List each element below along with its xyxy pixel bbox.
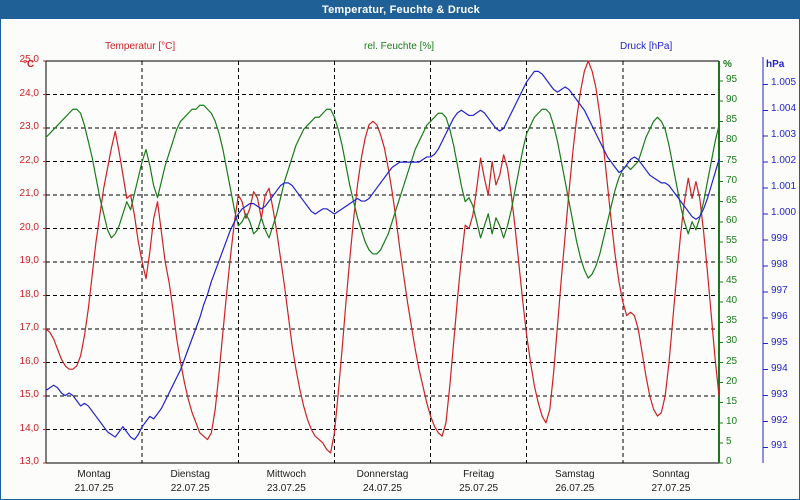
y-tick-pressure: 1.003 <box>771 129 797 141</box>
y-tick-humidity: 90 <box>726 94 738 106</box>
x-tick-day: Freitag <box>463 469 495 480</box>
y-tick-temperature: 22,0 <box>19 154 39 166</box>
y-tick-pressure: 997 <box>771 284 788 296</box>
y-tick-pressure: 991 <box>771 440 788 452</box>
x-tick-group: Donnerstag 24.07.25 <box>335 469 431 494</box>
y-tick-temperature: 23,0 <box>19 121 39 132</box>
legend-pressure: Druck [hPa] <box>620 41 673 52</box>
y-tick-pressure: 1.000 <box>771 207 797 219</box>
y-tick-temperature: 15,0 <box>19 389 39 400</box>
y-tick-temperature: 16,0 <box>19 355 39 367</box>
y-tick-pressure: 999 <box>771 232 788 244</box>
x-tick-date: 23.07.25 <box>266 483 306 494</box>
x-tick-group: Freitag 25.07.25 <box>431 469 527 494</box>
y-tick-temperature: 21,0 <box>19 188 39 199</box>
series-line-temperature <box>45 60 720 454</box>
x-tick-date: 22.07.25 <box>170 483 210 494</box>
y-tick-humidity: 55 <box>726 234 738 246</box>
x-tick-group: Sonntag 27.07.25 <box>623 469 719 494</box>
y-tick-pressure: 992 <box>771 414 788 426</box>
axis-unit-pressure: hPa <box>766 59 785 70</box>
y-tick-pressure: 1.001 <box>771 181 797 193</box>
y-tick-temperature: 17,0 <box>19 322 39 333</box>
y-tick-humidity: 35 <box>726 315 738 327</box>
y-tick-humidity: 0 <box>726 456 732 467</box>
y-tick-humidity: 20 <box>726 375 738 387</box>
x-tick-group: Montag 21.07.25 <box>46 469 142 494</box>
window-title: Temperatur, Feuchte & Druck <box>321 4 480 16</box>
x-tick-group: Dienstag 22.07.25 <box>142 469 238 494</box>
window-title-bar: Temperatur, Feuchte & Druck <box>1 1 799 19</box>
y-tick-pressure: 994 <box>771 362 788 374</box>
x-tick-day: Dienstag <box>170 469 210 480</box>
series-line-humidity <box>45 104 720 279</box>
y-tick-temperature: 25,0 <box>19 54 39 65</box>
y-tick-humidity: 5 <box>726 435 732 447</box>
y-tick-humidity: 85 <box>726 114 738 126</box>
x-tick-day: Montag <box>77 469 111 480</box>
y-tick-humidity: 15 <box>726 395 738 407</box>
y-tick-temperature: 13,0 <box>19 456 39 467</box>
y-tick-temperature: 20,0 <box>19 221 39 233</box>
y-tick-pressure: 995 <box>771 336 788 348</box>
y-tick-humidity: 60 <box>726 214 738 226</box>
y-tick-humidity: 70 <box>726 174 738 186</box>
y-tick-humidity: 95 <box>726 74 738 86</box>
plot-area <box>43 57 768 464</box>
y-tick-humidity: 50 <box>726 255 738 266</box>
legend-temperature: Temperatur [°C] <box>105 41 176 52</box>
y-tick-humidity: 80 <box>726 134 738 146</box>
x-tick-day: Donnerstag <box>356 469 409 480</box>
y-tick-temperature: 19,0 <box>19 255 39 266</box>
y-tick-pressure: 996 <box>771 310 788 322</box>
x-tick-date: 27.07.25 <box>651 483 691 494</box>
y-tick-humidity: 25 <box>726 355 738 367</box>
y-tick-temperature: 18,0 <box>19 288 39 300</box>
x-tick-group: Mittwoch 23.07.25 <box>238 469 334 494</box>
y-tick-humidity: 65 <box>726 194 738 206</box>
chart-canvas: Temperatur [°C] rel. Feuchte [%] Druck [… <box>1 19 799 499</box>
x-tick-day: Samstag <box>555 469 595 480</box>
y-tick-pressure: 1.002 <box>771 155 797 167</box>
x-tick-date: 21.07.25 <box>74 483 114 494</box>
y-tick-humidity: 40 <box>726 295 738 307</box>
legend-humidity: rel. Feuchte [%] <box>364 41 435 52</box>
y-tick-humidity: 30 <box>726 335 738 347</box>
axis-unit-temperature: °C <box>23 59 35 70</box>
x-tick-day: Sonntag <box>652 469 690 480</box>
y-tick-pressure: 1.005 <box>771 77 797 89</box>
y-tick-pressure: 998 <box>771 258 788 270</box>
axis-unit-humidity: % <box>723 59 732 70</box>
x-tick-day: Mittwoch <box>266 469 307 480</box>
x-tick-date: 26.07.25 <box>555 483 595 494</box>
series-line-pressure <box>45 70 720 441</box>
x-tick-date: 25.07.25 <box>459 483 499 494</box>
x-tick-group: Samstag 26.07.25 <box>527 469 623 494</box>
x-tick-date: 24.07.25 <box>363 483 402 494</box>
y-tick-pressure: 1.004 <box>771 103 797 115</box>
y-tick-humidity: 75 <box>726 154 738 166</box>
y-tick-temperature: 14,0 <box>19 422 39 434</box>
y-tick-temperature: 24,0 <box>19 87 39 99</box>
y-tick-humidity: 45 <box>726 275 738 287</box>
y-tick-humidity: 10 <box>726 415 738 427</box>
y-tick-pressure: 993 <box>771 388 788 400</box>
